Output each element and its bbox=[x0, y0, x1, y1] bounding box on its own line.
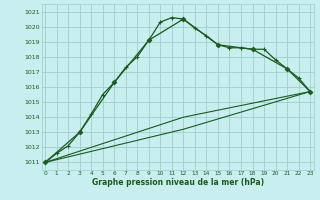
X-axis label: Graphe pression niveau de la mer (hPa): Graphe pression niveau de la mer (hPa) bbox=[92, 178, 264, 187]
